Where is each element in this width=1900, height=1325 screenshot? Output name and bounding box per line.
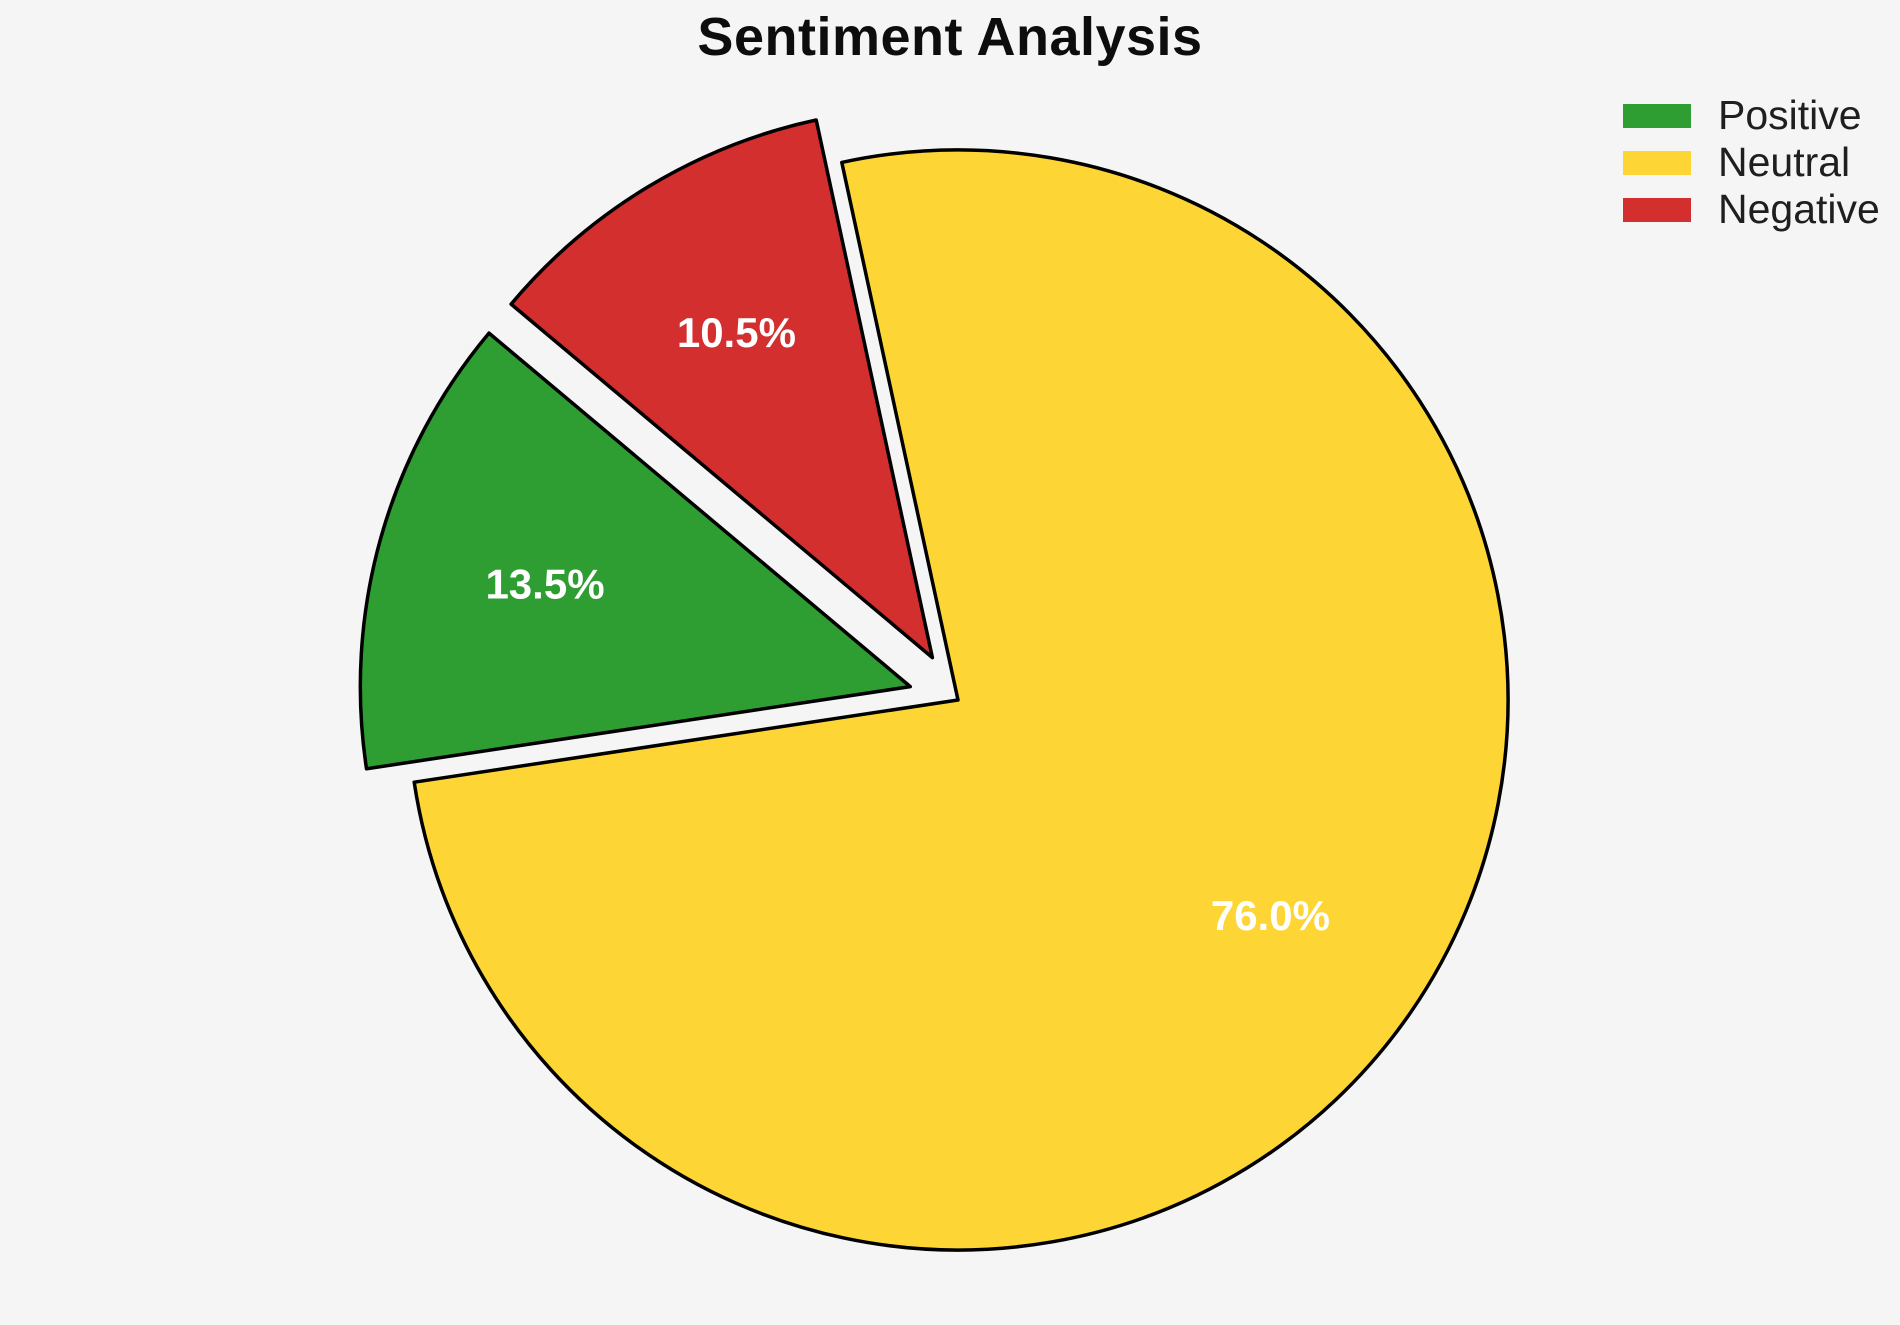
legend-swatch-neutral-icon bbox=[1623, 150, 1691, 175]
legend-item-negative: Negative bbox=[1623, 186, 1880, 233]
pct-label-negative: 10.5% bbox=[677, 309, 796, 356]
legend-item-positive: Positive bbox=[1623, 92, 1875, 139]
pct-label-neutral: 76.0% bbox=[1211, 892, 1330, 939]
legend-swatch-positive-icon bbox=[1623, 103, 1691, 128]
pct-label-positive: 13.5% bbox=[485, 560, 604, 607]
legend: Positive Neutral Negative bbox=[1623, 92, 1880, 233]
chart-title: Sentiment Analysis bbox=[697, 7, 1203, 67]
legend-swatch-negative-icon bbox=[1623, 197, 1691, 222]
pie-slice-positive bbox=[358, 331, 913, 771]
pie-slice-negative bbox=[509, 118, 935, 660]
pie-slice-neutral bbox=[412, 148, 1510, 1252]
legend-item-neutral: Neutral bbox=[1623, 139, 1875, 186]
legend-label-positive: Positive bbox=[1718, 92, 1862, 138]
legend-label-neutral: Neutral bbox=[1718, 139, 1851, 185]
legend-label-negative: Negative bbox=[1718, 186, 1880, 232]
